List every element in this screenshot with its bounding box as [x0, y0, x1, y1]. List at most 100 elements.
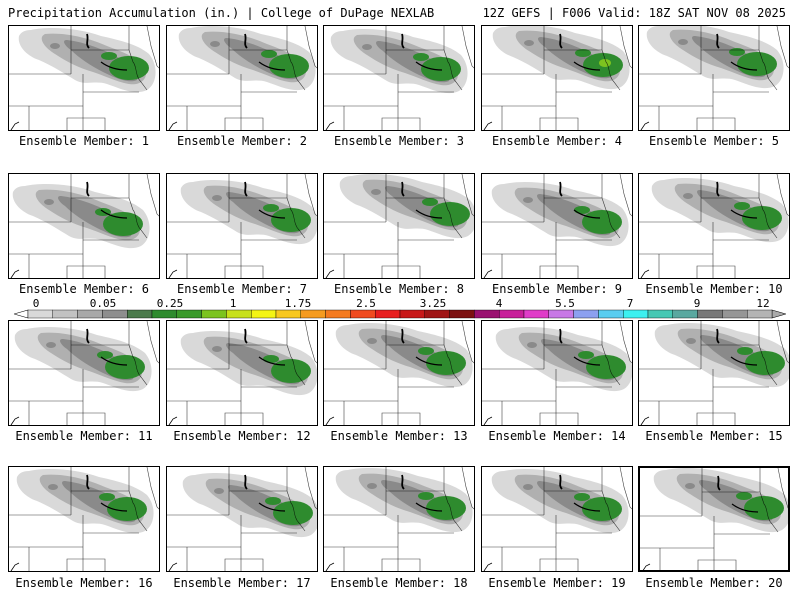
precip-map: [9, 467, 159, 571]
ensemble-map-panel[interactable]: [481, 25, 633, 131]
ensemble-map-panel[interactable]: [638, 25, 790, 131]
colorbar-segment: [300, 309, 326, 319]
colorbar-tick-label: 7: [626, 297, 634, 310]
ensemble-map-panel[interactable]: [323, 25, 475, 131]
colorbar-segment: [647, 309, 673, 319]
colorbar-tick-label: 0: [32, 297, 40, 310]
colorbar-segment: [250, 309, 277, 319]
colorbar-segment: [350, 309, 376, 319]
ensemble-map-panel[interactable]: [166, 173, 318, 279]
precip-map: [482, 321, 632, 425]
ensemble-member-label: Ensemble Member: 3: [333, 134, 465, 148]
colorbar-segment: [325, 309, 351, 319]
ensemble-map-panel[interactable]: [8, 466, 160, 572]
ensemble-member-label: Ensemble Member: 11: [15, 429, 153, 443]
colorbar-segment: [672, 309, 698, 319]
precip-map: [9, 321, 159, 425]
ensemble-map-panel[interactable]: [166, 466, 318, 572]
precip-map: [324, 26, 474, 130]
ensemble-member-label: Ensemble Member: 19: [488, 576, 626, 590]
colorbar-segment: [77, 309, 103, 319]
precip-map: [167, 467, 317, 571]
precip-map: [324, 174, 474, 278]
colorbar-segment: [126, 309, 153, 319]
colorbar-tick-label: 9: [693, 297, 701, 310]
ensemble-member-label: Ensemble Member: 20: [645, 576, 783, 590]
ensemble-map-panel[interactable]: [638, 466, 790, 572]
colorbar-tick-label: 5.5: [555, 297, 575, 310]
ensemble-map-panel[interactable]: [8, 173, 160, 279]
ensemble-member-label: Ensemble Member: 10: [645, 282, 783, 296]
precip-map: [167, 26, 317, 130]
colorbar-segment: [226, 309, 252, 319]
colorbar-segment: [548, 309, 574, 319]
colorbar-segment: [449, 309, 475, 319]
ensemble-member-label: Ensemble Member: 9: [491, 282, 623, 296]
ensemble-member-label: Ensemble Member: 17: [173, 576, 311, 590]
precip-map: [167, 174, 317, 278]
precip-map: [482, 26, 632, 130]
precip-map: [639, 321, 789, 425]
colorbar-tick-label: 1: [229, 297, 237, 310]
colorbar-segment: [747, 309, 773, 319]
ensemble-map-panel[interactable]: [323, 320, 475, 426]
ensemble-map-panel[interactable]: [323, 466, 475, 572]
ensemble-map-panel[interactable]: [166, 25, 318, 131]
ensemble-map-panel[interactable]: [481, 466, 633, 572]
colorbar-segment: [623, 309, 649, 319]
ensemble-member-label: Ensemble Member: 12: [173, 429, 311, 443]
ensemble-member-label: Ensemble Member: 2: [176, 134, 308, 148]
precip-map: [167, 321, 317, 425]
colorbar-segment: [102, 309, 128, 319]
ensemble-member-label: Ensemble Member: 18: [330, 576, 468, 590]
page-title: Precipitation Accumulation (in.) | Colle…: [8, 6, 435, 20]
colorbar-segment: [52, 309, 78, 319]
ensemble-member-label: Ensemble Member: 13: [330, 429, 468, 443]
ensemble-map-panel[interactable]: [638, 320, 790, 426]
precip-map: [640, 468, 788, 570]
ensemble-member-label: Ensemble Member: 6: [18, 282, 150, 296]
precip-map: [639, 174, 789, 278]
ensemble-map-panel[interactable]: [481, 320, 633, 426]
colorbar-segment: [151, 309, 177, 319]
colorbar-segment: [474, 309, 500, 319]
ensemble-map-panel[interactable]: [638, 173, 790, 279]
colorbar-segment: [424, 309, 450, 319]
ensemble-member-label: Ensemble Member: 15: [645, 429, 783, 443]
colorbar-segment: [523, 309, 549, 319]
ensemble-member-label: Ensemble Member: 8: [333, 282, 465, 296]
colorbar-segment: [201, 309, 227, 319]
colorbar-segment: [722, 309, 748, 319]
colorbar-tick-label: 2.5: [356, 297, 376, 310]
ensemble-member-label: Ensemble Member: 4: [491, 134, 623, 148]
run-valid-time: 12Z GEFS | F006 Valid: 18Z SAT NOV 08 20…: [482, 6, 786, 20]
ensemble-map-panel[interactable]: [8, 320, 160, 426]
precip-map: [9, 174, 159, 278]
colorbar-segment: [375, 309, 401, 319]
colorbar-segment: [399, 309, 425, 319]
ensemble-map-panel[interactable]: [8, 25, 160, 131]
colorbar-tick-label: 3.25: [419, 297, 447, 310]
colorbar-segment: [573, 309, 599, 319]
colorbar-tick-label: 1.75: [284, 297, 312, 310]
colorbar-segment: [176, 309, 202, 319]
precip-map: [9, 26, 159, 130]
ensemble-map-panel[interactable]: [166, 320, 318, 426]
ensemble-map-panel[interactable]: [481, 173, 633, 279]
ensemble-member-label: Ensemble Member: 7: [176, 282, 308, 296]
colorbar-tick-label: 12: [756, 297, 770, 310]
precip-map: [324, 467, 474, 571]
colorbar-tick-label: 0.05: [89, 297, 117, 310]
ensemble-member-label: Ensemble Member: 16: [15, 576, 153, 590]
ensemble-member-label: Ensemble Member: 1: [18, 134, 150, 148]
colorbar-tick-label: 4: [495, 297, 503, 310]
colorbar-segment: [27, 309, 53, 319]
colorbar-segment: [499, 309, 525, 319]
ensemble-map-panel[interactable]: [323, 173, 475, 279]
precip-map: [482, 467, 632, 571]
precip-map: [482, 174, 632, 278]
precip-map: [639, 26, 789, 130]
colorbar-tick-label: 0.25: [156, 297, 184, 310]
colorbar-segment: [275, 309, 301, 319]
colorbar: [14, 309, 786, 319]
